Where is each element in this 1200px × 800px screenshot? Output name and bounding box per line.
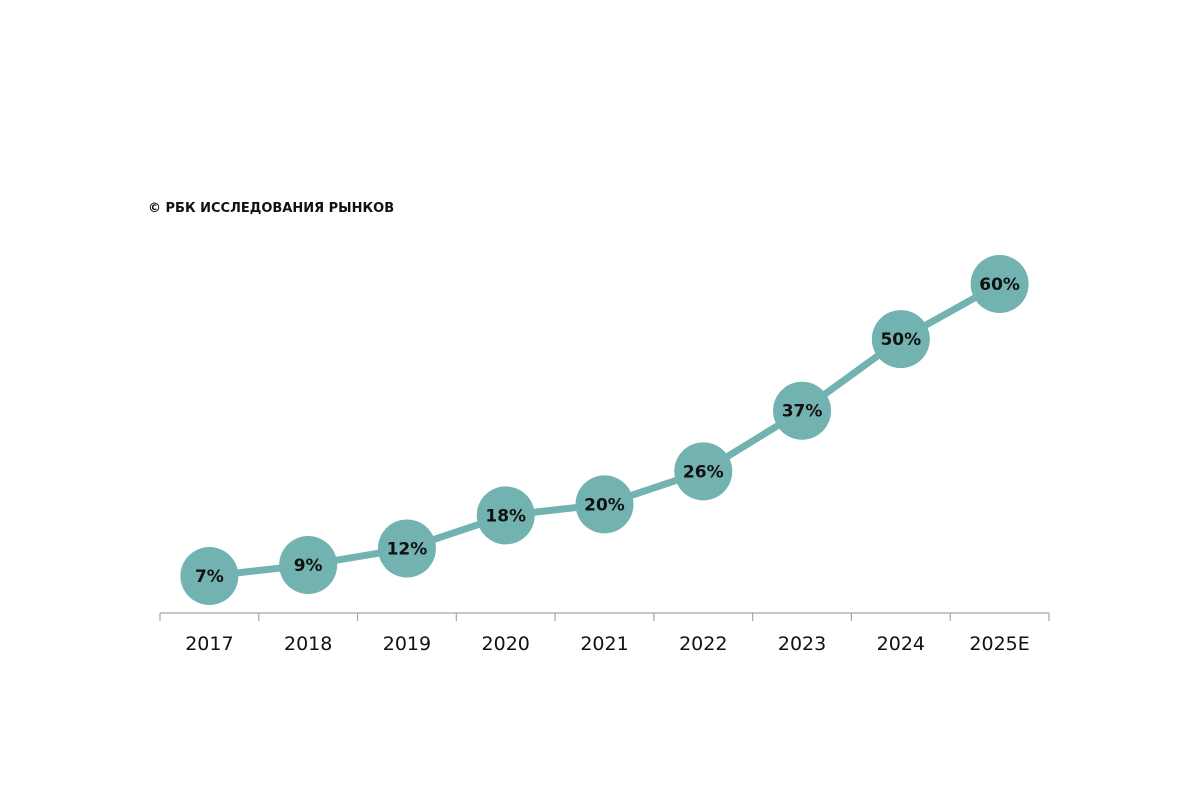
data-point-marker	[871, 310, 930, 369]
x-axis-ticks	[159, 613, 1050, 621]
x-tick-label: 2017	[185, 633, 233, 655]
x-tick-label: 2019	[383, 633, 431, 655]
data-point-marker	[773, 381, 832, 440]
data-label: 7%	[195, 567, 224, 587]
data-label: 9%	[294, 556, 323, 576]
data-point-marker	[674, 442, 733, 501]
data-label: 26%	[683, 462, 724, 482]
data-labels: 7% 9% 12% 18% 20% 26% 37% 50% 60%	[195, 275, 1020, 587]
data-label: 60%	[979, 275, 1020, 295]
x-tick-label: 2023	[778, 633, 826, 655]
x-axis-tick-labels: 2017 2018 2019 2020 2021 2022 2023 2024 2025E	[185, 633, 1030, 655]
data-label: 37%	[782, 402, 823, 422]
x-tick-label: 2020	[482, 633, 530, 655]
data-point-marker	[970, 255, 1029, 313]
data-label: 18%	[485, 506, 526, 526]
series-markers	[180, 255, 1029, 605]
source-label: © РБК ИССЛЕДОВАНИЯ РЫНКОВ	[148, 201, 394, 216]
data-point-marker	[180, 547, 239, 605]
x-tick-label: 2022	[679, 633, 727, 655]
data-point-marker	[377, 519, 436, 578]
data-point-marker	[575, 475, 634, 534]
data-point-marker	[279, 535, 338, 594]
x-tick-label: 2021	[580, 633, 628, 655]
data-label: 12%	[387, 539, 428, 559]
data-label: 20%	[584, 495, 625, 515]
data-point-marker	[476, 486, 535, 545]
x-tick-label: 2018	[284, 633, 332, 655]
data-label: 50%	[880, 330, 921, 350]
x-tick-label: 2024	[877, 633, 925, 655]
x-tick-label: 2025E	[969, 633, 1029, 655]
